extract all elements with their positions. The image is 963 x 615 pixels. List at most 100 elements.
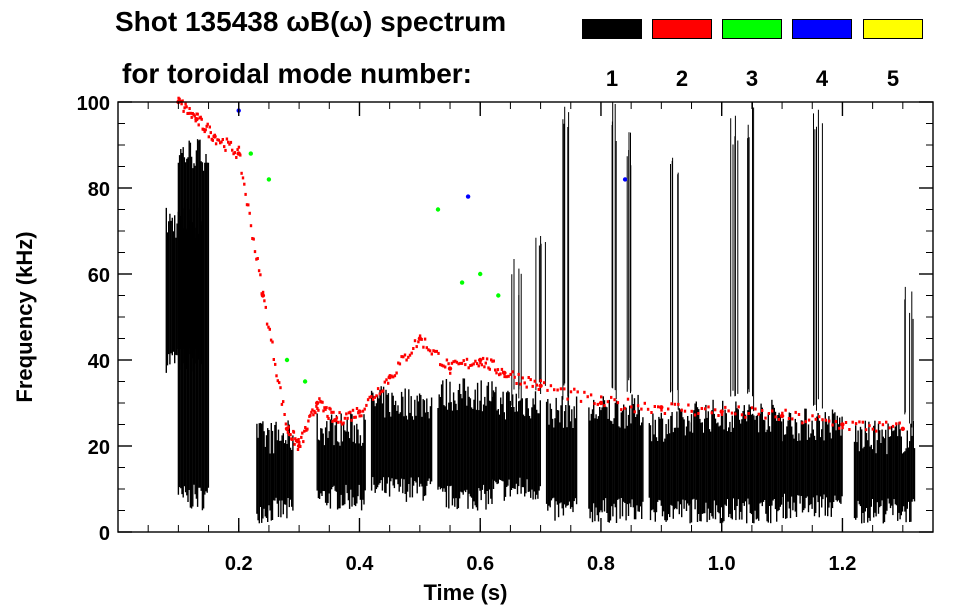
mode2-trace-mark — [700, 407, 703, 410]
mode2-trace-mark — [183, 106, 186, 110]
mode2-trace-mark — [871, 427, 874, 431]
mode2-trace-mark — [851, 420, 854, 424]
mode2-trace-mark — [263, 299, 266, 303]
mode3-point — [266, 177, 272, 182]
mode2-trace-mark — [430, 352, 433, 356]
mode2-trace-mark — [583, 390, 586, 394]
mode2-trace-mark — [680, 408, 683, 412]
mode2-trace-mark — [327, 417, 330, 420]
mode2-trace-mark — [640, 407, 643, 411]
mode2-trace-mark — [180, 102, 183, 106]
mode2-trace-mark — [316, 407, 319, 410]
mode2-trace-mark — [677, 402, 680, 406]
mode2-trace-mark — [445, 358, 449, 362]
mode2-trace-mark — [616, 401, 620, 405]
mode2-trace-mark — [513, 375, 516, 379]
mode2-trace-mark — [229, 140, 233, 144]
mode2-trace-mark — [209, 131, 212, 135]
mode2-trace-mark — [363, 407, 366, 411]
mode2-trace-mark — [300, 435, 303, 439]
x-tick-label: 0.4 — [346, 553, 375, 575]
mode2-trace-mark — [428, 349, 432, 353]
mode2-trace-mark — [868, 424, 871, 428]
mode2-trace-mark — [531, 384, 534, 388]
mode2-trace-mark — [494, 368, 497, 372]
mode2-trace-mark — [475, 362, 479, 366]
mode2-trace-mark — [244, 192, 247, 196]
mode2-trace-mark — [539, 379, 542, 383]
legend-swatch-2 — [652, 19, 712, 39]
mode2-trace-mark — [703, 407, 707, 411]
mode2-trace-mark — [653, 405, 656, 408]
mode2-trace-mark — [861, 420, 864, 424]
mode2-trace-mark — [368, 395, 371, 399]
mode2-trace-mark — [472, 362, 475, 366]
mode2-trace-mark — [345, 412, 348, 416]
mode2-trace-mark — [267, 325, 270, 329]
mode2-trace-mark — [323, 406, 326, 410]
mode2-trace-mark — [620, 408, 623, 412]
mode2-trace-mark — [657, 405, 660, 409]
mode2-trace-mark — [457, 362, 460, 366]
mode2-trace-mark — [750, 406, 754, 410]
mode2-trace-mark — [724, 405, 727, 409]
mode2-trace-mark — [801, 421, 804, 425]
mode2-trace-mark — [380, 390, 383, 394]
mode2-trace-mark — [199, 115, 202, 119]
mode2-trace-mark — [521, 376, 524, 380]
mode2-trace-mark — [730, 411, 734, 415]
y-tick-label: 40 — [88, 351, 110, 373]
mode2-trace-mark — [707, 405, 710, 409]
mode2-trace-mark — [182, 109, 185, 113]
mode2-trace-mark — [289, 433, 292, 437]
mode2-trace-mark — [670, 402, 673, 406]
legend-label-5: 5 — [886, 66, 900, 91]
mode2-trace-mark — [398, 362, 402, 366]
mode2-trace-mark — [500, 367, 504, 371]
mode2-trace-mark — [589, 393, 593, 397]
mode2-trace-mark — [324, 407, 327, 411]
mode2-trace-mark — [427, 348, 430, 352]
mode2-trace-mark — [240, 171, 243, 175]
mode3-point — [302, 379, 308, 384]
mode2-trace-mark — [569, 390, 573, 394]
mode2-trace-mark — [720, 413, 724, 416]
mode2-trace-mark — [256, 257, 259, 260]
mode2-trace-mark — [232, 152, 235, 156]
mode2-trace-mark — [483, 365, 486, 369]
mode2-trace-mark — [271, 340, 274, 344]
mode2-trace-mark — [355, 407, 359, 410]
mode2-trace-mark — [440, 363, 444, 367]
mode2-trace-mark — [858, 420, 861, 424]
mode3-point — [435, 207, 441, 212]
mode2-trace-mark — [314, 411, 317, 415]
mode2-trace-mark — [777, 418, 781, 421]
mode2-trace-mark — [353, 415, 356, 419]
mode2-trace-mark — [479, 361, 482, 365]
mode2-trace-mark — [488, 367, 491, 371]
mode2-trace-mark — [253, 250, 257, 254]
x-tick-label: 1.2 — [829, 553, 857, 575]
mode2-trace-mark — [710, 411, 713, 415]
mode2-trace-mark — [405, 358, 408, 362]
mode2-trace-mark — [854, 422, 858, 426]
mode2-trace-mark — [255, 257, 258, 261]
mode2-trace-mark — [610, 395, 613, 399]
mode2-trace-mark — [491, 359, 494, 363]
mode2-trace-mark — [420, 337, 423, 341]
mode2-trace-mark — [203, 130, 206, 134]
mode2-trace-mark — [306, 427, 309, 431]
legend-swatch-5 — [863, 19, 923, 39]
mode2-trace-mark — [196, 112, 199, 116]
mode2-trace-mark — [690, 409, 693, 413]
mode2-trace-mark — [184, 102, 187, 106]
y-tick-label: 80 — [88, 179, 110, 201]
mode2-trace-mark — [697, 412, 700, 415]
mode2-trace-mark — [332, 410, 335, 414]
mode2-trace-mark — [297, 438, 300, 441]
mode4-point — [465, 194, 471, 199]
mode2-trace-mark — [402, 355, 405, 359]
mode2-trace-mark — [280, 402, 284, 406]
mode2-trace-mark — [325, 406, 328, 410]
